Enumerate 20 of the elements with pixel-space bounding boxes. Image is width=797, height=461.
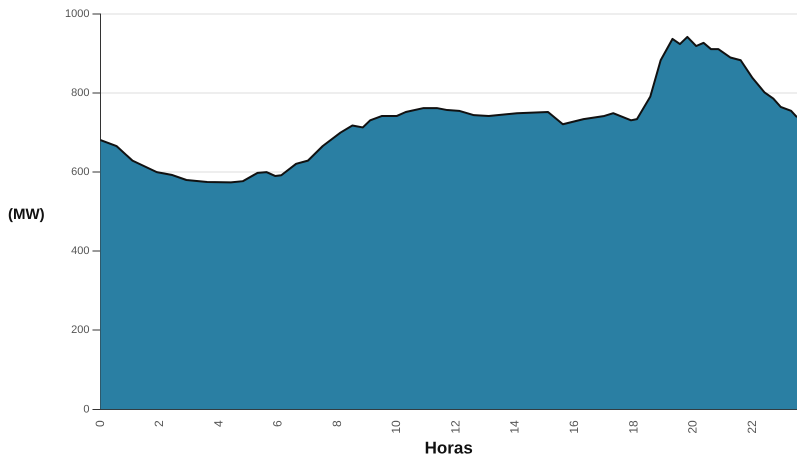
x-tick-label: 18: [626, 420, 640, 434]
x-axis-title: Horas: [424, 438, 473, 458]
y-tick-label: 800: [71, 87, 90, 100]
y-tick-label: 400: [71, 245, 90, 258]
x-tick-label: 12: [448, 420, 462, 434]
y-tick-label: 600: [71, 166, 90, 178]
y-tick-label: 0: [83, 403, 90, 416]
x-tick-label: 16: [567, 420, 582, 434]
y-tick-label: 200: [71, 324, 90, 336]
x-tick-label: 8: [330, 420, 344, 427]
x-tick-label: 2: [152, 420, 166, 427]
x-tick-label: 6: [270, 420, 285, 427]
x-tick-label: 22: [744, 420, 759, 434]
x-tick-label: 20: [686, 420, 700, 434]
y-axis-title: (MW): [8, 206, 45, 223]
x-tick-label: 4: [211, 420, 226, 427]
x-tick-label: 0: [92, 420, 107, 427]
y-tick-label: 1000: [64, 8, 90, 20]
x-tick-label: 10: [389, 420, 404, 434]
x-tick-label: 14: [508, 420, 522, 434]
